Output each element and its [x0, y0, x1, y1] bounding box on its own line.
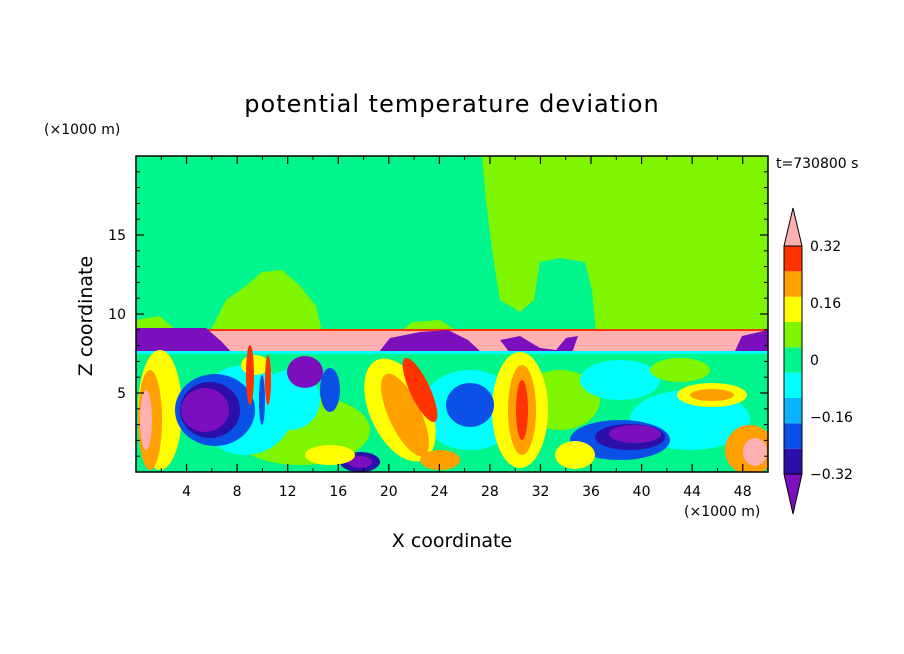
region-inversion-bottom-edge [136, 351, 768, 354]
x-tick-label: 32 [532, 484, 550, 500]
colorbar-tick-label: −0.16 [810, 410, 853, 426]
time-label: t=730800 s [776, 156, 858, 172]
region-inversion-purple-left [136, 328, 232, 353]
y-tick-label: 15 [108, 228, 126, 244]
region-inversion-purple-far-right [734, 330, 768, 353]
y-unit-label: (×1000 m) [44, 122, 120, 138]
x-tick-label: 16 [329, 484, 347, 500]
x-axis-label: X coordinate [392, 530, 512, 552]
y-axis: 5 10 15 [108, 171, 768, 457]
region-inversion-purple-right [500, 336, 578, 353]
x-tick-label: 48 [734, 484, 752, 500]
y-axis-label: Z coordinate [75, 256, 97, 376]
colorbar-swatch [784, 448, 802, 474]
x-tick-label: 12 [279, 484, 297, 500]
colorbar: 0.32 0.16 0 −0.16 −0.32 [783, 207, 853, 515]
region-inversion-top-edge [136, 329, 768, 331]
x-unit-label: (×1000 m) [684, 504, 760, 520]
region-inversion-purple-mid [378, 330, 482, 353]
colorbar-swatch [784, 423, 802, 449]
colorbar-swatch [784, 246, 802, 272]
y-tick-label: 10 [108, 307, 126, 323]
y-tick-label: 5 [117, 386, 126, 402]
x-tick-label: 4 [182, 484, 191, 500]
x-tick-label: 8 [233, 484, 242, 500]
x-tick-label: 28 [481, 484, 499, 500]
colorbar-frame [783, 245, 803, 475]
x-tick-label: 24 [430, 484, 448, 500]
colorbar-tick-label: 0.16 [810, 296, 841, 312]
x-tick-label: 44 [683, 484, 701, 500]
heatmap-field [136, 156, 768, 472]
x-tick-label: 20 [380, 484, 398, 500]
colorbar-tick-label: −0.32 [810, 467, 853, 483]
chart-title: potential temperature deviation [244, 90, 659, 118]
colorbar-tick-label: 0.32 [810, 239, 841, 255]
x-axis: 4 8 12 16 20 24 28 32 36 40 44 48 [160, 156, 752, 500]
colorbar-swatch [784, 322, 802, 348]
x-tick-label: 40 [633, 484, 651, 500]
colorbar-swatch [784, 271, 802, 297]
colorbar-swatch [784, 372, 802, 398]
colorbar-tick-label: 0 [810, 353, 819, 369]
colorbar-swatch [784, 296, 802, 322]
region-upper-positive-left [210, 270, 322, 332]
region-upper-positive [482, 156, 768, 332]
x-tick-label: 36 [582, 484, 600, 500]
colorbar-extend-min [783, 473, 803, 515]
colorbar-swatch [784, 347, 802, 373]
colorbar-extend-max [783, 207, 803, 247]
region-lower-turbulent-layer [136, 345, 768, 472]
colorbar-swatch [784, 398, 802, 424]
